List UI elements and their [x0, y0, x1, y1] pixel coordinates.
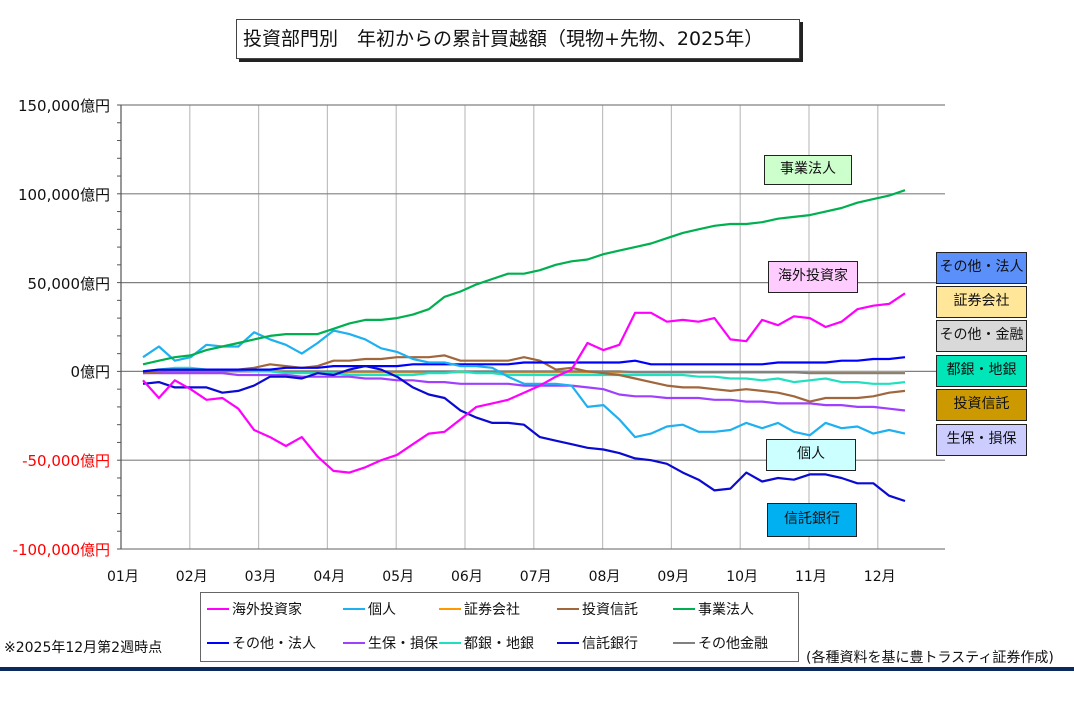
- chart-title: 投資部門別 年初からの累計買越額（現物+先物、2025年）: [236, 19, 800, 59]
- legend-line-icon: [439, 642, 461, 644]
- series-line-5: [142, 356, 906, 373]
- legend-item: その他金融: [673, 633, 768, 653]
- footnote-source: (各種資料を基に豊トラスティ証券作成): [806, 650, 1054, 666]
- legend-line-icon: [673, 608, 695, 610]
- x-tick-label: 08月: [588, 569, 621, 585]
- legend-item: その他・法人: [207, 633, 316, 653]
- legend-label: 投資信託: [582, 602, 638, 618]
- side-label-sonota-kinyuu: その他・金融: [936, 320, 1027, 352]
- x-tick-label: 02月: [175, 569, 208, 585]
- legend-line-icon: [673, 642, 695, 644]
- legend-label: 証券会社: [464, 602, 520, 618]
- legend: 海外投資家 個人 証券会社 投資信託 事業法人その他・法人 生保・損保 都銀・地銀 信託銀行 そ…: [200, 592, 799, 662]
- legend-label: その他・法人: [232, 636, 316, 652]
- annotation-jigyou-houjin: 事業法人: [764, 155, 852, 185]
- legend-item: 都銀・地銀: [439, 633, 534, 653]
- x-tick-label: 07月: [519, 569, 552, 585]
- annotation-kaigai-toushika: 海外投資家: [768, 261, 858, 293]
- legend-label: 生保・損保: [368, 636, 438, 652]
- x-tick-label: 12月: [863, 569, 896, 585]
- legend-label: その他金融: [698, 636, 768, 652]
- series-line-6: [143, 372, 906, 412]
- y-tick-label: -100,000億円: [12, 541, 110, 559]
- series-line-1: [142, 329, 906, 439]
- x-tick-label: 11月: [795, 569, 827, 585]
- series-line-4: [142, 189, 906, 366]
- side-label-seiho-sonpo: 生保・損保: [936, 424, 1027, 456]
- legend-line-icon: [439, 608, 461, 610]
- legend-line-icon: [343, 608, 365, 610]
- x-tick-label: 10月: [726, 569, 759, 585]
- bottom-divider: [0, 667, 1074, 671]
- y-tick-label: 0億円: [70, 363, 110, 382]
- series-line-8: [142, 365, 906, 503]
- series-line-7: [142, 366, 906, 385]
- x-tick-label: 05月: [382, 569, 415, 585]
- y-tick-label: 150,000億円: [17, 97, 110, 115]
- footnote-date: ※2025年12月第2週時点: [4, 640, 163, 656]
- legend-item: 信託銀行: [557, 633, 638, 653]
- x-tick-label: 09月: [657, 569, 690, 585]
- legend-item: 証券会社: [439, 599, 520, 619]
- side-label-sonota-houjin: その他・法人: [936, 252, 1027, 284]
- legend-line-icon: [557, 642, 579, 644]
- x-tick-label: 06月: [451, 569, 483, 585]
- legend-item: 事業法人: [673, 599, 754, 619]
- series-line-3: [142, 354, 906, 403]
- legend-item: 生保・損保: [343, 633, 438, 653]
- y-tick-label: 100,000億円: [17, 185, 110, 204]
- legend-item: 個人: [343, 599, 396, 619]
- annotation-kojin: 個人: [766, 439, 856, 471]
- legend-label: 都銀・地銀: [464, 636, 534, 652]
- legend-line-icon: [343, 642, 365, 644]
- legend-label: 信託銀行: [582, 636, 638, 652]
- x-tick-label: 04月: [313, 569, 346, 585]
- annotation-shintaku-ginkou: 信託銀行: [767, 503, 857, 537]
- x-tick-label: 03月: [244, 569, 277, 585]
- side-label-togin-chigin: 都銀・地銀: [936, 355, 1027, 387]
- y-tick-label: 50,000億円: [27, 274, 111, 293]
- legend-label: 個人: [368, 602, 396, 618]
- x-tick-label: 01月: [107, 569, 139, 585]
- legend-label: 事業法人: [698, 602, 754, 618]
- legend-line-icon: [207, 642, 229, 644]
- side-label-shouken-gaisha: 証券会社: [936, 286, 1027, 318]
- legend-item: 海外投資家: [207, 599, 302, 619]
- legend-label: 海外投資家: [232, 602, 302, 618]
- series-line-0: [142, 292, 906, 474]
- legend-line-icon: [207, 608, 229, 610]
- legend-item: 投資信託: [557, 599, 638, 619]
- legend-line-icon: [557, 608, 579, 610]
- y-tick-label: -50,000億円: [22, 452, 110, 471]
- side-label-toushi-shintaku: 投資信託: [936, 389, 1027, 421]
